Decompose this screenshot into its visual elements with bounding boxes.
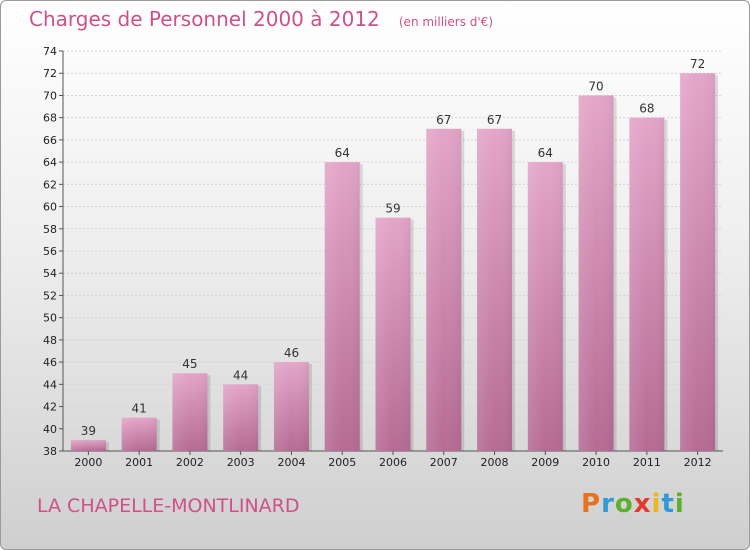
y-tick-label: 70 xyxy=(43,89,57,102)
axis-layer: 38 40 42 44 46 48 50 52 54 56 58 60 62 64 66 68 70 72 74 20… xyxy=(43,45,723,469)
title-row: Charges de Personnel 2000 à 2012 (en mil… xyxy=(29,7,493,31)
data-label-2000: 39 xyxy=(81,424,96,438)
data-label-2007: 67 xyxy=(436,113,451,127)
x-tick-label-2007: 2007 xyxy=(430,456,458,469)
bar-highlight xyxy=(375,217,411,451)
data-label-2010: 70 xyxy=(588,79,603,93)
bar-layer xyxy=(70,73,719,452)
x-tick-label-2006: 2006 xyxy=(379,456,407,469)
chart-title: Charges de Personnel 2000 à 2012 xyxy=(29,7,380,31)
data-label-2001: 41 xyxy=(132,402,147,416)
brand-logo: Proxiti xyxy=(581,489,685,519)
y-tick-label: 38 xyxy=(43,445,57,458)
x-tick-label-2011: 2011 xyxy=(633,456,661,469)
label-layer: 39 41 45 44 46 64 59 67 67 64 70 68 72 xyxy=(81,57,706,438)
y-tick-label: 62 xyxy=(43,178,57,191)
y-tick-label: 56 xyxy=(43,245,57,258)
data-label-2011: 68 xyxy=(639,102,654,116)
y-tick-label: 66 xyxy=(43,134,57,147)
data-label-2006: 59 xyxy=(385,202,400,216)
x-tick-label-2008: 2008 xyxy=(481,456,509,469)
x-tick-label-2001: 2001 xyxy=(125,456,153,469)
data-label-2009: 64 xyxy=(538,146,553,160)
x-tick-label-2010: 2010 xyxy=(582,456,610,469)
y-tick-label: 46 xyxy=(43,356,57,369)
y-tick-label: 42 xyxy=(43,401,57,414)
brand-letter: o xyxy=(614,489,634,519)
bar-highlight xyxy=(527,162,563,451)
bar-highlight xyxy=(680,73,716,451)
bar-highlight xyxy=(629,117,665,452)
y-tick-label: 50 xyxy=(43,312,57,325)
brand-letter: i xyxy=(651,489,662,519)
y-tick-label: 72 xyxy=(43,67,57,80)
bar-highlight xyxy=(70,439,106,451)
y-tick-label: 64 xyxy=(43,156,57,169)
bar-highlight xyxy=(477,128,513,451)
y-tick-label: 52 xyxy=(43,289,57,302)
bar-highlight xyxy=(121,417,157,451)
brand-letter: t xyxy=(661,489,675,519)
brand-letter: r xyxy=(601,489,615,519)
data-label-2003: 44 xyxy=(233,368,248,382)
data-label-2012: 72 xyxy=(690,57,705,71)
data-label-2008: 67 xyxy=(487,113,502,127)
bar-highlight xyxy=(578,95,614,451)
chart-subtitle: (en milliers d'€) xyxy=(398,15,493,29)
x-tick-label-2009: 2009 xyxy=(531,456,559,469)
y-tick-label: 40 xyxy=(43,423,57,436)
brand-letter: i xyxy=(674,489,685,519)
brand-letter: x xyxy=(633,489,652,519)
data-label-2005: 64 xyxy=(335,146,350,160)
bar-highlight xyxy=(273,362,309,451)
y-tick-label: 48 xyxy=(43,334,57,347)
brand-letter: P xyxy=(581,489,602,519)
x-tick-label-2004: 2004 xyxy=(277,456,305,469)
y-tick-label: 44 xyxy=(43,378,57,391)
y-tick-label: 54 xyxy=(43,267,57,280)
x-tick-label-2000: 2000 xyxy=(74,456,102,469)
x-tick-label-2005: 2005 xyxy=(328,456,356,469)
y-tick-label: 58 xyxy=(43,223,57,236)
bar-highlight xyxy=(172,373,208,451)
y-tick-label: 74 xyxy=(43,45,57,58)
y-tick-label: 68 xyxy=(43,112,57,125)
data-label-2002: 45 xyxy=(182,357,197,371)
y-tick-label: 60 xyxy=(43,201,57,214)
x-tick-label-2003: 2003 xyxy=(227,456,255,469)
bar-highlight xyxy=(223,384,259,451)
bar-highlight xyxy=(426,128,462,451)
bar-highlight xyxy=(324,162,360,451)
location-name: LA CHAPELLE-MONTLINARD xyxy=(37,495,300,517)
x-tick-label-2002: 2002 xyxy=(176,456,204,469)
x-tick-label-2012: 2012 xyxy=(684,456,712,469)
data-label-2004: 46 xyxy=(284,346,299,360)
